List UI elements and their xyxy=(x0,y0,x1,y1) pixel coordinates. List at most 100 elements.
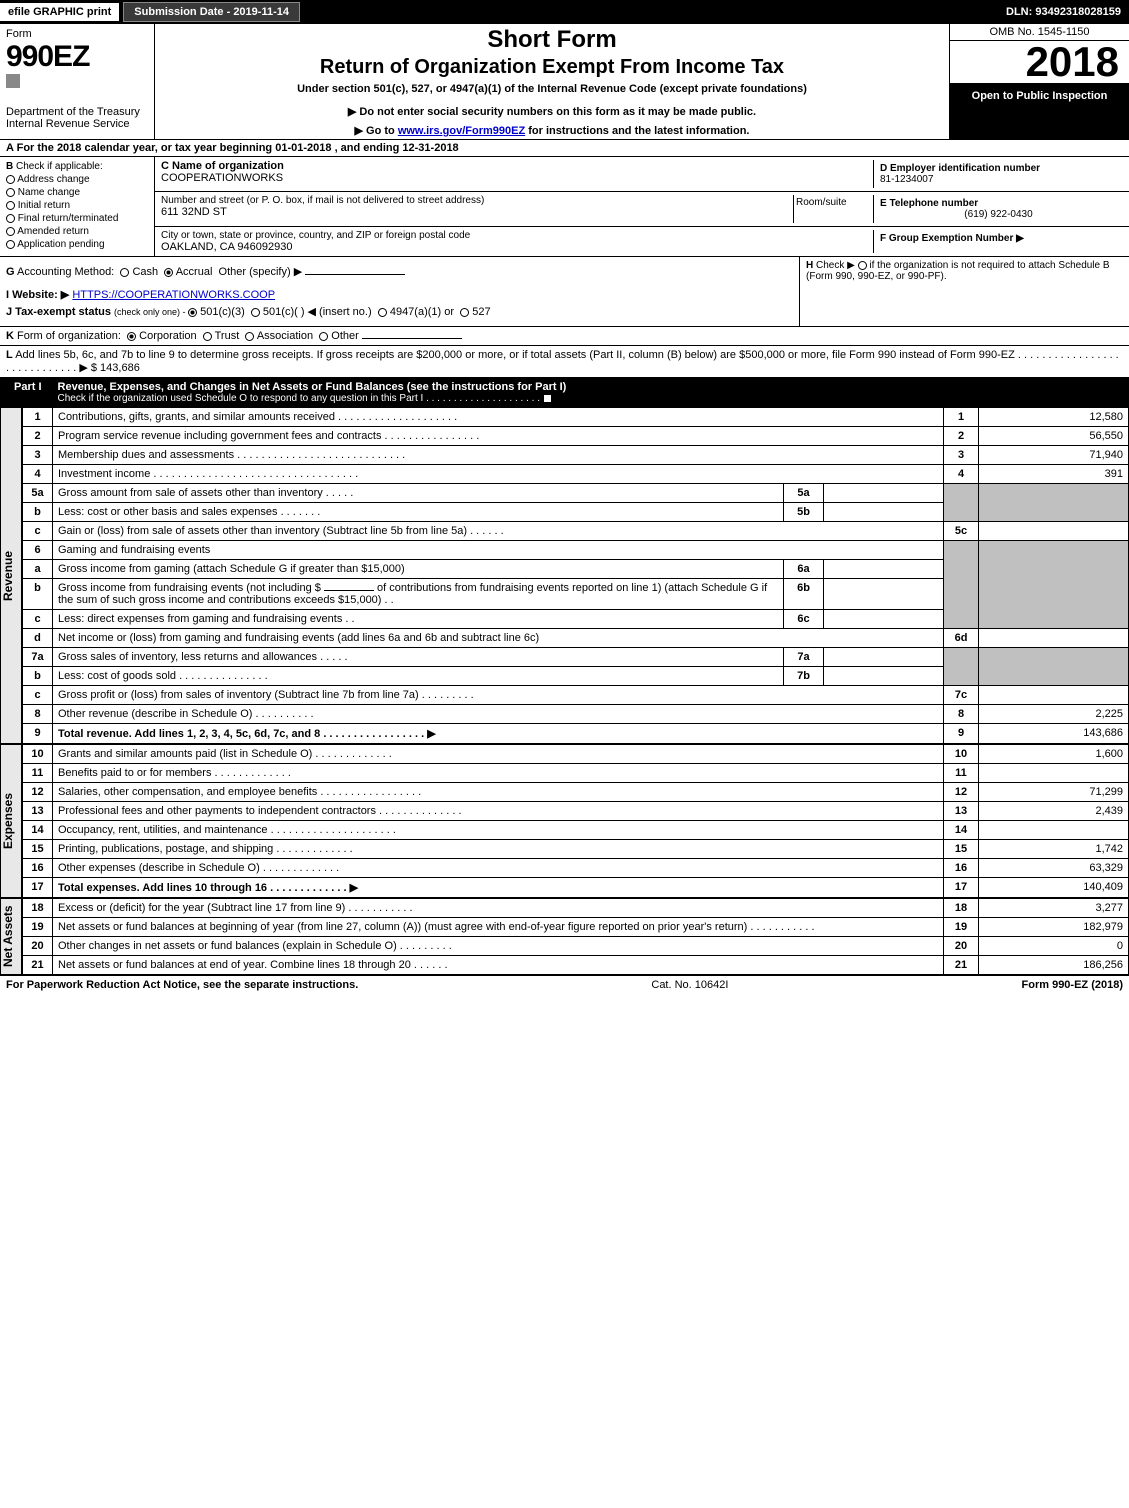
l3-amount: 71,940 xyxy=(979,446,1129,465)
expenses-group: Expenses 10Grants and similar amounts pa… xyxy=(0,744,1129,898)
l6-shaded-val xyxy=(979,541,1129,629)
k-assoc-label: Association xyxy=(257,330,313,342)
l21-desc: Net assets or fund balances at end of ye… xyxy=(53,956,944,975)
c-name-label: C Name of organization xyxy=(161,160,873,172)
l12-ref: 12 xyxy=(944,783,979,802)
l20-num: 20 xyxy=(23,937,53,956)
tel-value: (619) 922-0430 xyxy=(880,209,1117,220)
subtitle: Under section 501(c), 527, or 4947(a)(1)… xyxy=(161,83,943,95)
l14-desc: Occupancy, rent, utilities, and maintena… xyxy=(53,821,944,840)
g-other-input[interactable] xyxy=(305,274,405,275)
l13-desc: Professional fees and other payments to … xyxy=(53,802,944,821)
revenue-side-label: Revenue xyxy=(0,407,22,744)
irs-link[interactable]: www.irs.gov/Form990EZ xyxy=(398,125,525,137)
line-19: 19Net assets or fund balances at beginni… xyxy=(23,918,1129,937)
net-assets-table: 18Excess or (deficit) for the year (Subt… xyxy=(22,898,1129,975)
h-label: H xyxy=(806,260,813,271)
header-left-col: Form 990EZ Department of the Treasury In… xyxy=(0,24,155,139)
chk-final-return[interactable]: Final return/terminated xyxy=(6,213,148,224)
l1-ref: 1 xyxy=(944,408,979,427)
l4-desc: Investment income . . . . . . . . . . . … xyxy=(53,465,944,484)
row-a-tax-year: A For the 2018 calendar year, or tax yea… xyxy=(0,140,1129,157)
g-cash-radio[interactable] xyxy=(120,268,129,277)
l9-num: 9 xyxy=(23,724,53,744)
row-l: L Add lines 5b, 6c, and 7b to line 9 to … xyxy=(0,346,1129,378)
j-527-radio[interactable] xyxy=(460,308,469,317)
efile-print-button[interactable]: efile GRAPHIC print xyxy=(0,3,119,21)
l6a-num: a xyxy=(23,560,53,579)
l5a-desc: Gross amount from sale of assets other t… xyxy=(53,484,784,503)
section-e-tel: E Telephone number (619) 922-0430 xyxy=(873,195,1123,223)
j-501c3-radio[interactable] xyxy=(188,308,197,317)
g-accrual-radio[interactable] xyxy=(164,268,173,277)
addr-label: Number and street (or P. O. box, if mail… xyxy=(161,195,793,206)
l4-amount: 391 xyxy=(979,465,1129,484)
line-20: 20Other changes in net assets or fund ba… xyxy=(23,937,1129,956)
h-checkbox[interactable] xyxy=(858,261,867,270)
ein-value: 81-1234007 xyxy=(880,174,1117,185)
street-address: 611 32ND ST xyxy=(161,206,793,218)
k-trust-label: Trust xyxy=(215,330,240,342)
l6c-desc: Less: direct expenses from gaming and fu… xyxy=(53,610,784,629)
j-527-label: 527 xyxy=(472,306,490,318)
chk-amended-return[interactable]: Amended return xyxy=(6,226,148,237)
line-7a: 7aGross sales of inventory, less returns… xyxy=(23,648,1129,667)
ein-label: D Employer identification number xyxy=(880,163,1117,174)
j-501c-radio[interactable] xyxy=(251,308,260,317)
line-9: 9Total revenue. Add lines 1, 2, 3, 4, 5c… xyxy=(23,724,1129,744)
part1-schedule-o-checkbox[interactable] xyxy=(543,394,552,403)
l1-num: 1 xyxy=(23,408,53,427)
l5a-subref: 5a xyxy=(784,484,824,503)
row-a-pre: For the 2018 calendar year, or tax year … xyxy=(17,142,276,154)
l6-desc: Gaming and fundraising events xyxy=(53,541,944,560)
website-link[interactable]: HTTPS://COOPERATIONWORKS.COOP xyxy=(72,289,275,301)
l6b-contrib-input[interactable] xyxy=(324,590,374,591)
top-bar: efile GRAPHIC print Submission Date - 20… xyxy=(0,0,1129,24)
page-footer: For Paperwork Reduction Act Notice, see … xyxy=(0,975,1129,994)
k-corp-radio[interactable] xyxy=(127,332,136,341)
expenses-side-label: Expenses xyxy=(0,744,22,898)
l10-ref: 10 xyxy=(944,745,979,764)
g-accrual-label: Accrual xyxy=(176,266,213,278)
l13-amount: 2,439 xyxy=(979,802,1129,821)
l19-ref: 19 xyxy=(944,918,979,937)
l7a-num: 7a xyxy=(23,648,53,667)
j-4947-radio[interactable] xyxy=(378,308,387,317)
chk-application-pending[interactable]: Application pending xyxy=(6,239,148,250)
g-cash-label: Cash xyxy=(132,266,158,278)
l18-ref: 18 xyxy=(944,899,979,918)
l17-desc: Total expenses. Add lines 10 through 16 … xyxy=(53,878,944,898)
l7a-subref: 7a xyxy=(784,648,824,667)
short-form-title: Short Form xyxy=(161,26,943,54)
k-trust-radio[interactable] xyxy=(203,332,212,341)
line-2: 2Program service revenue including gover… xyxy=(23,427,1129,446)
part1-label: Part I xyxy=(6,381,50,404)
expenses-table: 10Grants and similar amounts paid (list … xyxy=(22,744,1129,898)
k-assoc-radio[interactable] xyxy=(245,332,254,341)
line-21: 21Net assets or fund balances at end of … xyxy=(23,956,1129,975)
goto-pre: ▶ Go to xyxy=(355,125,398,137)
l12-num: 12 xyxy=(23,783,53,802)
section-bcd: B Check if applicable: Address change Na… xyxy=(0,157,1129,257)
k-other-input[interactable] xyxy=(362,338,462,339)
line-17: 17Total expenses. Add lines 10 through 1… xyxy=(23,878,1129,898)
l7b-desc: Less: cost of goods sold . . . . . . . .… xyxy=(53,667,784,686)
i-label: I Website: ▶ xyxy=(6,289,69,301)
l6b-desc-1: Gross income from fundraising events (no… xyxy=(58,582,321,594)
l16-amount: 63,329 xyxy=(979,859,1129,878)
l3-desc: Membership dues and assessments . . . . … xyxy=(53,446,944,465)
l18-amount: 3,277 xyxy=(979,899,1129,918)
chk-name-change[interactable]: Name change xyxy=(6,187,148,198)
tel-label: E Telephone number xyxy=(880,198,1117,209)
line-16: 16Other expenses (describe in Schedule O… xyxy=(23,859,1129,878)
l19-desc: Net assets or fund balances at beginning… xyxy=(53,918,944,937)
l6d-ref: 6d xyxy=(944,629,979,648)
chk-initial-return[interactable]: Initial return xyxy=(6,200,148,211)
k-other-radio[interactable] xyxy=(319,332,328,341)
l10-num: 10 xyxy=(23,745,53,764)
row-a-label: A xyxy=(6,142,14,154)
l11-amount xyxy=(979,764,1129,783)
dln-label: DLN: 93492318028159 xyxy=(1006,6,1129,18)
part1-title: Revenue, Expenses, and Changes in Net As… xyxy=(58,381,567,393)
chk-address-change[interactable]: Address change xyxy=(6,174,148,185)
